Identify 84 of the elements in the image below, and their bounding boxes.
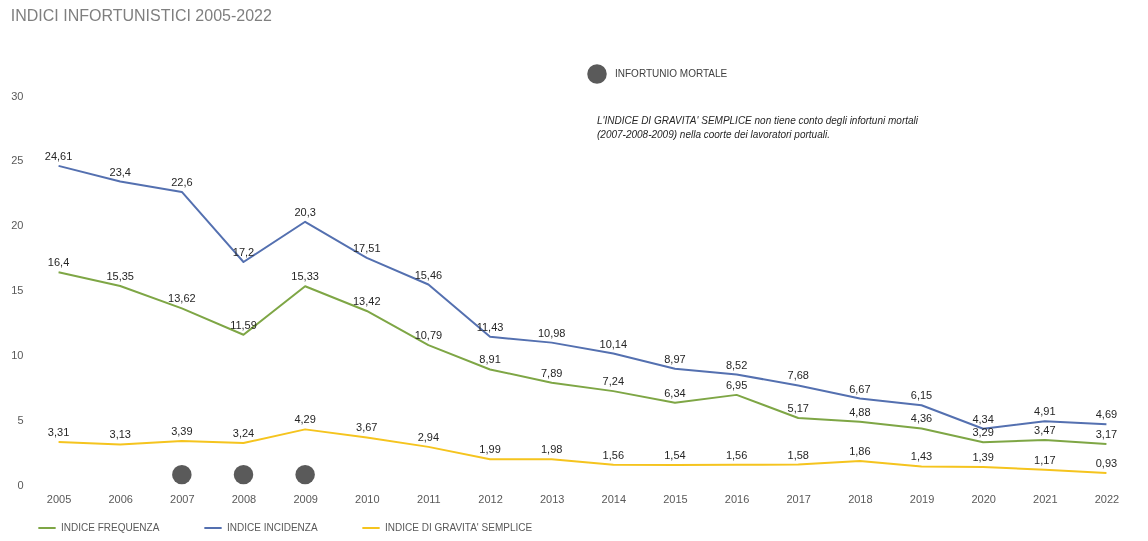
data-label: 4,36: [910, 412, 933, 425]
data-label: 8,52: [725, 358, 748, 371]
data-label: 3,67: [356, 421, 378, 434]
data-label: 7,68: [787, 369, 809, 382]
legend-label: INDICE FREQUENZA: [61, 522, 160, 533]
data-label: 1,98: [540, 443, 563, 456]
data-label: 5,17: [787, 401, 809, 414]
data-label: 3,29: [972, 426, 994, 439]
data-label: 15,33: [291, 270, 319, 283]
data-label: 1,56: [602, 448, 625, 461]
data-label: 1,86: [849, 444, 871, 457]
x-tick-label: 2016: [724, 492, 750, 505]
x-tick-label: 2013: [539, 492, 565, 505]
data-label: 17,51: [353, 241, 381, 254]
x-tick-label: 2019: [909, 492, 935, 505]
x-tick-label: 2008: [231, 492, 257, 505]
data-label: 0,93: [1095, 456, 1118, 469]
data-label: 10,79: [414, 329, 443, 342]
data-label: 4,29: [294, 413, 316, 426]
data-label: 3,24: [232, 426, 255, 439]
x-tick-label: 2005: [46, 492, 72, 505]
legend-label: INFORTUNIO MORTALE: [615, 68, 728, 79]
y-tick-label: 0: [17, 478, 24, 491]
x-tick-label: 2014: [601, 492, 627, 505]
x-tick-label: 2011: [417, 492, 441, 505]
y-tick-label: 5: [17, 413, 24, 426]
data-label: 8,91: [479, 353, 501, 366]
x-tick-label: 2009: [293, 492, 318, 505]
data-label: 13,42: [353, 294, 381, 307]
x-tick-label: 2006: [108, 492, 133, 505]
y-tick-label: 10: [11, 348, 24, 361]
data-label: 3,31: [47, 426, 70, 439]
data-label: 15,35: [106, 269, 134, 282]
x-tick-label: 2007: [170, 492, 195, 505]
x-tick-label: 2017: [786, 492, 811, 505]
data-label: 13,62: [168, 292, 196, 305]
y-tick-label: 30: [11, 89, 24, 102]
x-tick-label: 2021: [1033, 492, 1058, 505]
data-label: 1,58: [787, 448, 809, 461]
data-label: 7,24: [602, 375, 625, 388]
x-tick-label: 2015: [663, 492, 688, 505]
legend-label: INDICE INCIDENZA: [227, 522, 318, 533]
y-tick-label: 25: [11, 154, 24, 167]
x-tick-label: 2018: [848, 492, 873, 505]
data-label: 2,94: [417, 430, 440, 443]
data-label: 3,13: [109, 428, 131, 441]
y-tick-label: 20: [11, 219, 24, 232]
data-label: 4,88: [849, 405, 871, 418]
data-label: 1,43: [910, 450, 933, 463]
data-label: 3,39: [171, 425, 193, 438]
data-label: 16,4: [47, 256, 70, 269]
data-label: 4,34: [972, 412, 994, 425]
data-label: 3,17: [1095, 427, 1118, 440]
y-tick-label: 15: [11, 284, 24, 296]
data-label: 23,4: [109, 165, 131, 178]
legend-label: INDICE DI GRAVITA' SEMPLICE: [385, 522, 533, 533]
x-tick-label: 2012: [478, 492, 503, 505]
x-tick-label: 2020: [971, 492, 996, 505]
data-label: 11,43: [476, 320, 504, 333]
data-label: 4,91: [1034, 405, 1056, 418]
data-label: 6,67: [849, 382, 871, 395]
x-tick-label: 2010: [355, 492, 380, 505]
data-label: 8,97: [664, 352, 686, 365]
data-label: 20,3: [294, 205, 316, 218]
data-label: 10,14: [599, 337, 628, 350]
data-label: 3,47: [1034, 424, 1056, 437]
data-label: 15,46: [414, 268, 443, 281]
data-label: 1,54: [664, 449, 686, 462]
annotation: L'INDICE DI GRAVITA' SEMPLICE non tiene conto degli infortuni mortali (2007-2008-2009) nella coorte dei lavoratori portuali.: [597, 115, 919, 140]
data-label: 1,39: [972, 450, 994, 463]
data-label: 6,34: [664, 386, 686, 399]
data-label: 10,98: [537, 326, 566, 339]
chart-title: INDICI INFORTUNISTICI 2005-2022: [10, 7, 272, 25]
data-label: 1,99: [479, 443, 501, 456]
data-label: 7,89: [540, 366, 563, 379]
data-label: 24,61: [44, 149, 73, 162]
data-label: 6,95: [725, 378, 748, 391]
x-tick-label: 2022: [1094, 492, 1120, 505]
data-label: 22,6: [171, 175, 193, 188]
data-label: 6,15: [910, 389, 933, 402]
data-label: 4,69: [1095, 408, 1118, 421]
data-label: 11,59: [230, 318, 257, 331]
data-label: 1,17: [1034, 453, 1056, 466]
data-label: 1,56: [725, 448, 748, 461]
